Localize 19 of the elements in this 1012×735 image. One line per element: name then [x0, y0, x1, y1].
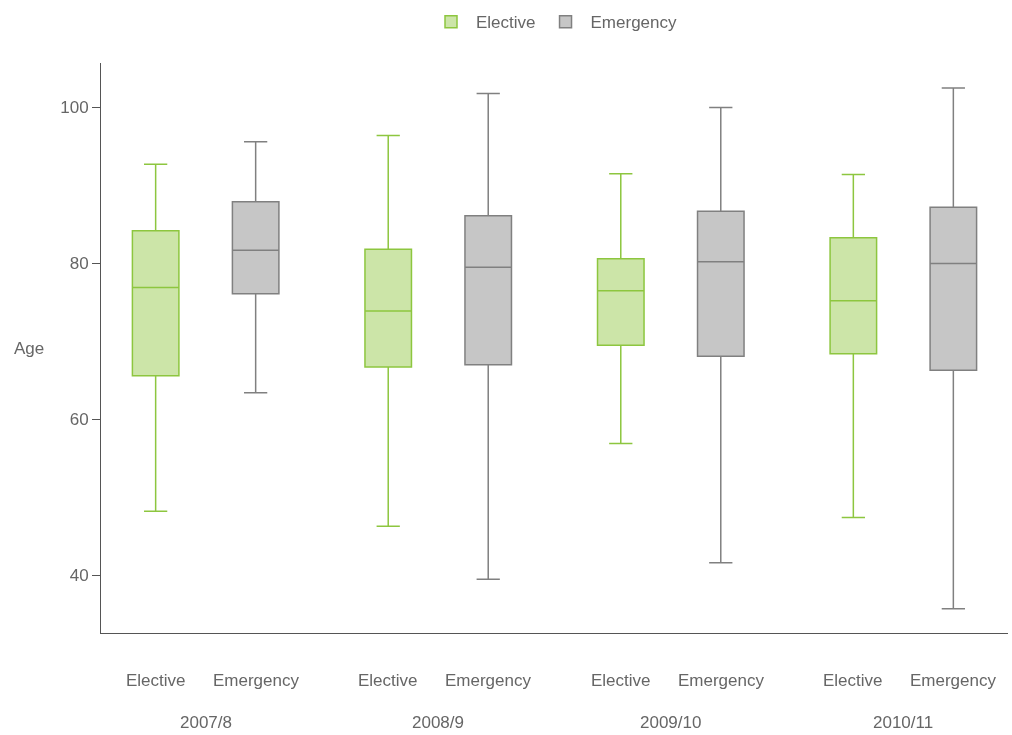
y-tick-label: 40	[69, 566, 89, 586]
text: Elective	[591, 671, 651, 690]
text: Emergency	[213, 671, 299, 690]
x-tick-label: 2007/8	[180, 713, 232, 732]
x-tick-label: 2008/9	[412, 713, 464, 732]
text: Elective	[823, 671, 883, 690]
text: Elective	[358, 671, 418, 690]
y-axis-title: Age	[14, 339, 45, 358]
text: Emergency	[910, 671, 996, 690]
legend-label: Elective	[476, 13, 536, 33]
text: Elective	[126, 671, 186, 690]
x-tick-label: 2009/10	[640, 713, 702, 732]
y-tick-label: 80	[69, 254, 89, 274]
y-tick-label: 100	[60, 98, 89, 118]
y-tick-label: 60	[69, 410, 89, 430]
text: Emergency	[445, 671, 531, 690]
x-tick-label: 2010/11	[873, 713, 934, 732]
text: Emergency	[678, 671, 764, 690]
legend-label: Emergency	[590, 13, 678, 33]
